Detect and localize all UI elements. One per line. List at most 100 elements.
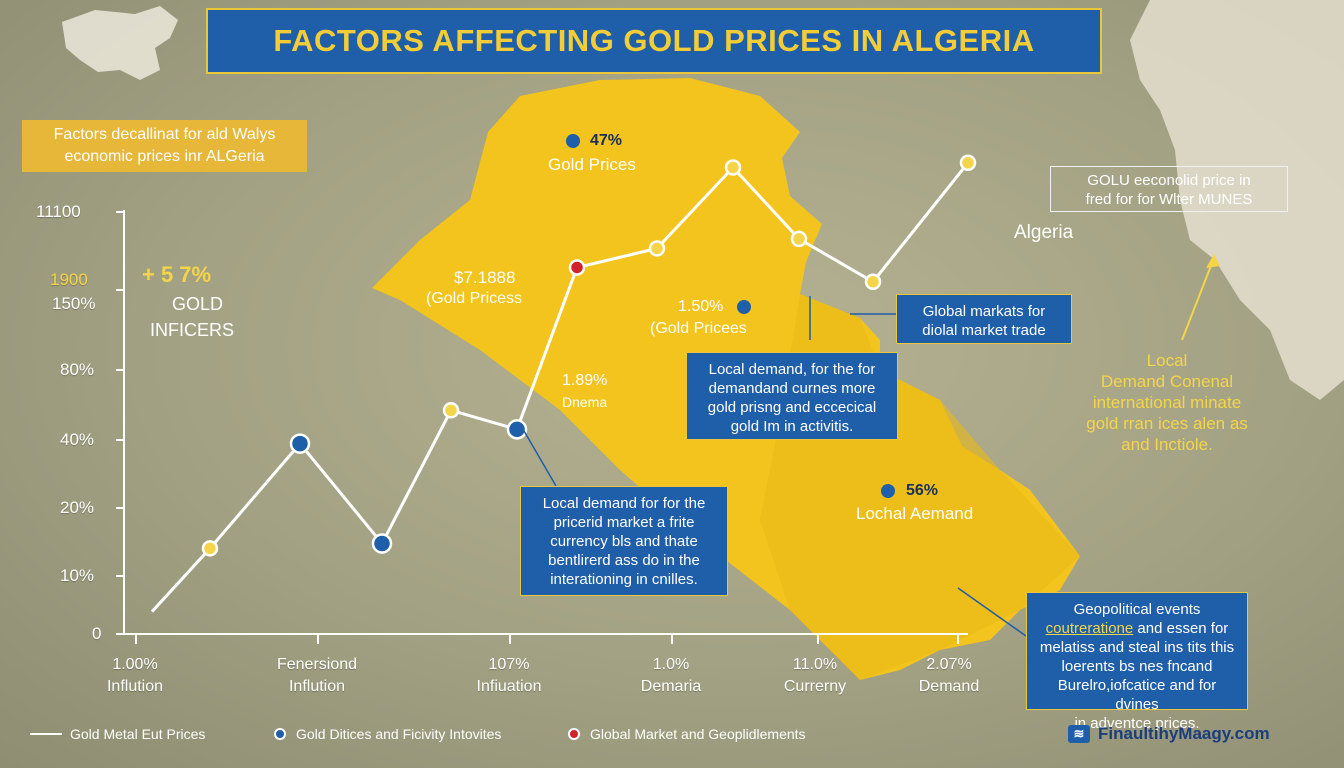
y-tick-label: 0 <box>92 624 102 643</box>
gold-percent: + 5 7% <box>142 262 212 287</box>
box-line: pricerid market a frite <box>553 514 695 531</box>
box-line: demandand curnes more <box>708 380 876 397</box>
series-point-gold <box>790 230 808 248</box>
y-tick-label: 10% <box>60 566 95 585</box>
gold-prices-mid-label: (Gold Pricess <box>426 290 523 307</box>
map-silhouette-right <box>1130 0 1344 400</box>
right-arrow <box>1181 257 1215 341</box>
local-aemand-value: 56% <box>906 482 939 499</box>
series-line <box>150 161 970 613</box>
box-line: interationing in cnilles. <box>550 571 698 588</box>
legend-red-dot-icon <box>568 728 580 740</box>
inficers-label: INFICERS <box>150 320 235 340</box>
y-tick-label: 11100 <box>36 202 81 221</box>
x-tick-value: 11.0% <box>792 656 838 673</box>
legend-item-line: Gold Metal Eut Prices <box>30 726 205 742</box>
series-markers <box>201 154 977 557</box>
local-demand-lower-box: Local demand for for the pricerid market… <box>520 486 728 596</box>
x-tick-category: Demaria <box>640 678 702 695</box>
annotation-dot-local-demand <box>881 484 895 498</box>
dnema-value: 1.89% <box>562 372 608 389</box>
x-tick-label: Fenersiond Inflution <box>242 654 392 698</box>
x-tick-label: 1.00% Inflution <box>60 654 210 698</box>
box-line: in adventce prices. <box>1074 715 1200 732</box>
gold-prices-top-label: Gold Prices <box>548 155 636 174</box>
right-note-line: Demand Conenal <box>1100 372 1234 391</box>
box-line: bentlirerd ass do in the <box>548 552 700 569</box>
right-note-line: gold rran ices alen as <box>1086 414 1248 433</box>
brand-name: FinaultihyMaagy.com <box>1098 724 1270 743</box>
box-line: Burelro,iofcatice and for dvines <box>1057 677 1217 713</box>
x-tick-category: Inflution <box>288 678 346 695</box>
y-tick-label: 150% <box>52 294 96 313</box>
box-line: fred for for Wlter MUNES <box>1085 191 1253 208</box>
right-arrow-head <box>1206 254 1220 268</box>
series-point-gold <box>201 540 219 557</box>
box-line: Geopolitical events <box>1073 601 1201 618</box>
series-point-red <box>568 259 586 276</box>
legend-blue-dot-icon <box>274 728 286 740</box>
box-line: loerents bs nes fncand <box>1061 658 1213 675</box>
box-line: Global markats for <box>922 303 1046 320</box>
annotation-dot-gold-prices <box>566 134 580 148</box>
y-tick-label: 40% <box>60 430 95 449</box>
algeria-label: Algeria <box>1014 222 1074 243</box>
series-point-gold <box>648 240 666 257</box>
y-ticks <box>116 211 124 635</box>
y-tick-label: 20% <box>60 498 95 517</box>
legend-label: Gold Ditices and Ficivity Intovites <box>296 726 502 742</box>
box-line: gold prisng and eccecical <box>707 399 877 416</box>
map-silhouette-top-left <box>62 6 178 80</box>
gold-prices-right-label: (Gold Pricees <box>650 320 747 337</box>
legend-label: Global Market and Geoplidlements <box>590 726 806 742</box>
box-line: GOLU eeconolid price in <box>1087 172 1251 189</box>
gold-label: GOLD <box>172 294 224 314</box>
gold-prices-right-value: 1.50% <box>678 298 724 315</box>
x-tick-label: 107% Infiuation <box>434 654 584 698</box>
x-tick-label: 2.07% Demand <box>874 654 1024 698</box>
brand-logo-icon: ≋ <box>1068 725 1090 743</box>
series-point-blue <box>371 533 393 554</box>
x-tick-category: Currerny <box>783 678 847 695</box>
legend-label: Gold Metal Eut Prices <box>70 726 206 742</box>
series-point-blue <box>289 433 311 454</box>
box-line: currency bls and thate <box>550 533 698 550</box>
box-line: Local demand for for the <box>542 495 706 512</box>
brand[interactable]: ≋ FinaultihyMaagy.com <box>1068 724 1270 744</box>
local-demand-upper-box: Local demand, for the for demandand curn… <box>686 352 898 440</box>
right-note-line: and Inctiole. <box>1121 435 1213 454</box>
title-banner: FACTORS AFFECTING GOLD PRICES IN ALGERIA <box>206 8 1102 74</box>
y-tick-label: 1900 <box>50 270 88 289</box>
connector-geopolitical <box>957 587 1027 637</box>
x-tick-value: 2.07% <box>926 656 972 673</box>
series-point-gold <box>959 154 977 172</box>
legend-line-icon <box>30 733 62 735</box>
gold-prices-top-value: 47% <box>590 132 623 149</box>
box-line: melatiss and steal ins tits this <box>1039 639 1235 656</box>
series-point-gold <box>724 159 742 176</box>
subtitle-line: Factors decallinat for ald Walys <box>53 126 276 143</box>
x-ticks <box>135 634 959 644</box>
series-point-gold <box>864 273 882 291</box>
series-point-gold <box>442 402 460 419</box>
annotation-dot-gold-prices-right <box>737 300 751 314</box>
x-tick-value: 107% <box>488 656 530 673</box>
top-right-note-box: GOLU eeconolid price in fred for for Wlt… <box>1050 166 1288 212</box>
gold-prices-mid-value: $7.1888 <box>454 268 516 287</box>
page-title: FACTORS AFFECTING GOLD PRICES IN ALGERIA <box>273 23 1035 58</box>
subtitle-box: Factors decallinat for ald Walys economi… <box>22 120 307 172</box>
box-line: diolal market trade <box>922 322 1046 339</box>
series-point-blue <box>506 419 528 440</box>
global-markets-box: Global markats for diolal market trade <box>896 294 1072 344</box>
right-note-line: international minate <box>1092 393 1242 412</box>
x-tick-category: Demand <box>918 678 980 695</box>
subtitle-line: economic prices inr ALGeria <box>64 148 265 165</box>
geopolitical-box: Geopolitical events coutrerationе and es… <box>1026 592 1248 732</box>
x-tick-category: Inflution <box>106 678 164 695</box>
legend-item-red: Global Market and Geoplidlements <box>568 726 806 742</box>
y-tick-label: 80% <box>60 360 95 379</box>
box-line-highlighted: coutrerationе and essen for <box>1045 620 1229 637</box>
local-aemand-label: Lochal Aemand <box>856 504 974 523</box>
box-highlight: coutrerationе <box>1045 620 1134 637</box>
x-tick-value: Fenersiond <box>276 656 358 673</box>
